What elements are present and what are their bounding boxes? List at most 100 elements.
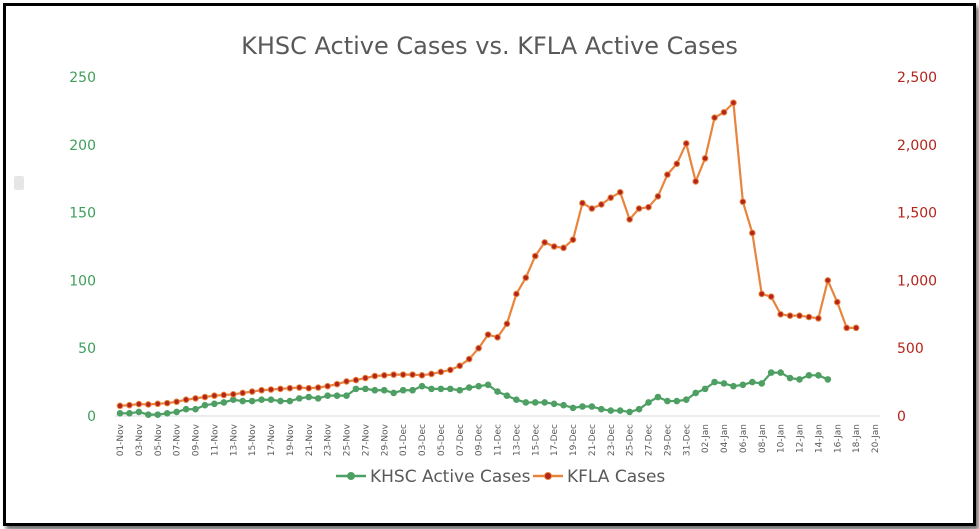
- data-point: [409, 371, 416, 378]
- data-point: [248, 388, 256, 395]
- data-point: [701, 155, 709, 162]
- series-line: [119, 101, 857, 407]
- x-tick-label: 09-Nov: [192, 423, 202, 456]
- x-tick-label: 03-Nov: [135, 423, 145, 456]
- data-point: [749, 229, 756, 237]
- x-tick-label: 29-Nov: [380, 423, 390, 456]
- data-point: [824, 277, 832, 284]
- x-tick-label: 23-Nov: [324, 423, 334, 456]
- data-point: [711, 378, 718, 386]
- series-group: [116, 99, 860, 418]
- data-point: [333, 392, 341, 399]
- data-point: [475, 344, 482, 352]
- x-tick-label: 25-Nov: [343, 423, 353, 456]
- data-point: [305, 384, 313, 392]
- data-point: [607, 194, 615, 201]
- data-point: [465, 355, 473, 363]
- data-point: [163, 409, 171, 417]
- data-point: [116, 402, 124, 410]
- legend: KHSC Active Cases KFLA Cases: [336, 467, 665, 487]
- data-point: [739, 381, 747, 389]
- data-point: [579, 403, 586, 410]
- data-point: [192, 405, 199, 413]
- data-point: [503, 392, 511, 399]
- data-point: [380, 386, 388, 394]
- data-point: [569, 236, 577, 244]
- data-point: [786, 312, 794, 319]
- data-point: [475, 382, 482, 390]
- data-point: [673, 160, 681, 168]
- data-point: [739, 198, 747, 206]
- data-point: [616, 188, 624, 196]
- x-tick-label: 17-Nov: [267, 423, 277, 456]
- data-point: [343, 378, 350, 385]
- data-point: [796, 312, 803, 319]
- x-tick-label: 01-Dec: [399, 424, 409, 456]
- data-point: [730, 382, 737, 390]
- data-point: [692, 389, 699, 397]
- data-point: [399, 371, 407, 378]
- right-tick-label: 2,000: [897, 138, 937, 154]
- data-point: [192, 395, 199, 402]
- data-point: [173, 408, 180, 416]
- data-point: [815, 372, 822, 379]
- data-point: [513, 290, 520, 298]
- data-point: [635, 405, 643, 413]
- data-point: [154, 400, 162, 408]
- x-tick-label: 16-Jan: [833, 424, 843, 453]
- chart-frame: KHSC Active Cases vs. KFLA Active Cases: [3, 3, 976, 526]
- data-point: [296, 395, 303, 402]
- data-point: [758, 380, 766, 387]
- side-tab: [14, 176, 24, 190]
- data-point: [777, 369, 784, 376]
- data-point: [258, 396, 265, 404]
- left-tick-label: 250: [69, 70, 96, 86]
- legend-label: KHSC Active Cases: [370, 467, 531, 487]
- x-tick-label: 25-Dec: [626, 424, 636, 456]
- data-point: [267, 386, 275, 393]
- data-point: [447, 385, 454, 393]
- legend-item: KHSC Active Cases: [336, 467, 531, 487]
- data-point: [428, 370, 435, 378]
- data-point: [654, 193, 662, 200]
- data-point: [447, 366, 454, 374]
- x-tick-label: 21-Dec: [588, 424, 598, 456]
- legend-swatch-marker: [544, 472, 552, 480]
- data-point: [229, 396, 237, 404]
- data-point: [777, 311, 784, 318]
- data-point: [626, 408, 633, 416]
- data-point: [550, 400, 558, 408]
- left-tick-label: 100: [69, 273, 96, 289]
- data-point: [126, 409, 133, 417]
- x-tick-label: 07-Nov: [173, 423, 183, 456]
- x-axis-ticks: 01-Nov 03-Nov 05-Nov 07-Nov 09-Nov 11-Nov 13-N…: [116, 423, 881, 456]
- data-point: [531, 399, 539, 406]
- left-tick-label: 200: [69, 138, 96, 154]
- data-point: [805, 372, 813, 379]
- legend-label: KFLA Cases: [567, 467, 665, 487]
- data-point: [843, 324, 850, 332]
- data-point: [126, 401, 133, 409]
- data-point: [484, 381, 492, 389]
- data-point: [673, 397, 681, 405]
- series-line: [120, 371, 829, 416]
- data-point: [692, 178, 699, 185]
- data-point: [626, 216, 633, 223]
- x-tick-label: 31-Dec: [682, 424, 692, 456]
- data-point: [833, 298, 841, 306]
- data-point: [380, 372, 388, 379]
- right-axis-ticks: 0 500 1,000 1,500 2,000 2,500: [897, 70, 937, 425]
- x-tick-label: 09-Dec: [475, 424, 485, 456]
- data-point: [286, 384, 294, 392]
- x-tick-label: 15-Dec: [531, 424, 541, 456]
- data-point: [682, 396, 690, 404]
- data-point: [371, 386, 379, 394]
- legend-item: KFLA Cases: [533, 467, 665, 487]
- data-point: [664, 171, 671, 178]
- data-point: [418, 382, 426, 390]
- data-point: [277, 397, 284, 405]
- data-point: [805, 313, 813, 321]
- data-point: [173, 398, 180, 406]
- data-point: [664, 397, 671, 405]
- data-point: [522, 274, 530, 281]
